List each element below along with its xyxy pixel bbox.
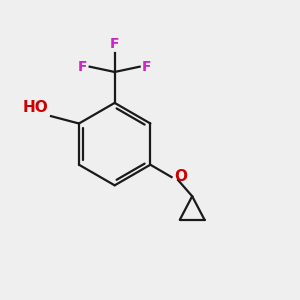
Text: HO: HO — [22, 100, 48, 115]
Text: F: F — [142, 60, 152, 74]
Text: F: F — [78, 60, 87, 74]
Text: F: F — [110, 38, 119, 51]
Text: O: O — [174, 169, 187, 184]
